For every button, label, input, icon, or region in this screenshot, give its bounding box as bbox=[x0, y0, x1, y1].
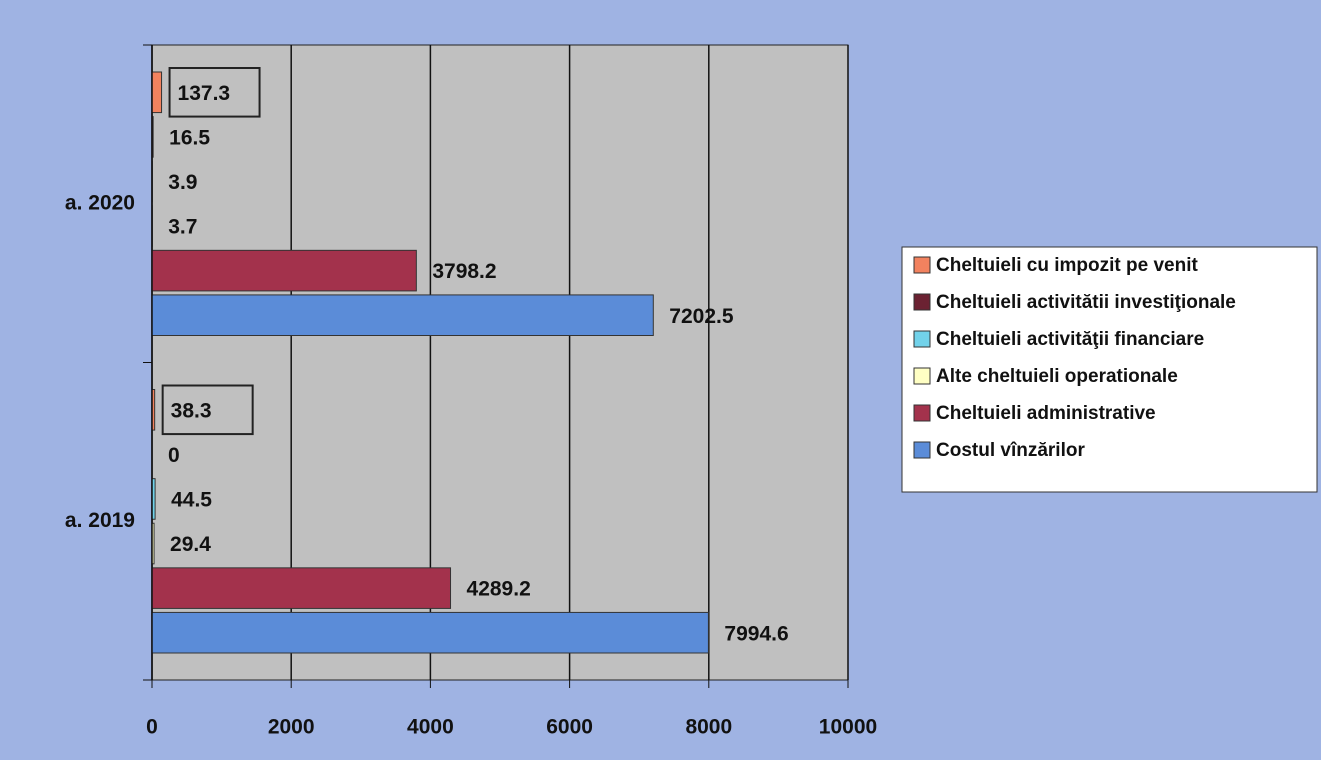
legend-swatch bbox=[914, 405, 930, 421]
legend-label: Alte cheltuieli operationale bbox=[936, 366, 1178, 387]
x-tick-label: 4000 bbox=[407, 716, 454, 739]
x-tick-label: 8000 bbox=[685, 716, 732, 739]
legend-label: Costul vînzărilor bbox=[936, 440, 1085, 461]
bar bbox=[152, 568, 451, 609]
legend-label: Cheltuieli cu impozit pe venit bbox=[936, 255, 1198, 276]
bar bbox=[152, 72, 162, 113]
x-tick-label: 10000 bbox=[819, 716, 877, 739]
data-label: 16.5 bbox=[169, 126, 210, 149]
data-label: 38.3 bbox=[171, 399, 212, 422]
data-label: 3.9 bbox=[168, 171, 197, 194]
data-label: 4289.2 bbox=[467, 578, 531, 601]
legend-label: Cheltuieli activităţii financiare bbox=[936, 329, 1204, 350]
legend-label: Cheltuieli activitătii investiţionale bbox=[936, 292, 1236, 313]
bar bbox=[152, 612, 708, 653]
data-label: 3798.2 bbox=[432, 260, 496, 283]
bar bbox=[152, 250, 416, 291]
data-label: 137.3 bbox=[178, 82, 231, 105]
data-label: 29.4 bbox=[170, 533, 211, 556]
data-label: 44.5 bbox=[171, 489, 212, 512]
data-label: 7994.6 bbox=[724, 622, 788, 645]
y-tick-label: a. 2019 bbox=[65, 509, 135, 532]
legend-swatch bbox=[914, 331, 930, 347]
legend-swatch bbox=[914, 257, 930, 273]
legend-label: Cheltuieli administrative bbox=[936, 403, 1156, 424]
x-tick-label: 0 bbox=[146, 716, 158, 739]
data-label: 0 bbox=[168, 444, 180, 467]
data-label: 3.7 bbox=[168, 216, 197, 239]
bar bbox=[152, 295, 653, 336]
legend-swatch bbox=[914, 294, 930, 310]
x-tick-label: 2000 bbox=[268, 716, 315, 739]
legend-swatch bbox=[914, 442, 930, 458]
data-label: 7202.5 bbox=[669, 305, 734, 328]
x-tick-label: 6000 bbox=[546, 716, 593, 739]
y-tick-label: a. 2020 bbox=[65, 191, 135, 214]
legend-swatch bbox=[914, 368, 930, 384]
